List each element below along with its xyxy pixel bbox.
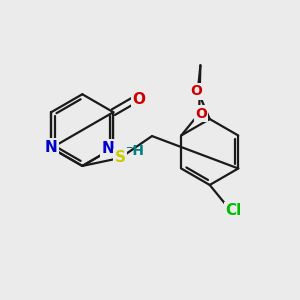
Text: O: O: [133, 92, 146, 107]
Text: ⁻H: ⁻H: [125, 144, 144, 158]
Text: N: N: [45, 140, 58, 154]
Text: O: O: [195, 106, 207, 121]
Text: Cl: Cl: [226, 203, 242, 218]
Text: S: S: [115, 151, 126, 166]
Text: N: N: [102, 140, 114, 155]
Text: O: O: [190, 84, 202, 98]
